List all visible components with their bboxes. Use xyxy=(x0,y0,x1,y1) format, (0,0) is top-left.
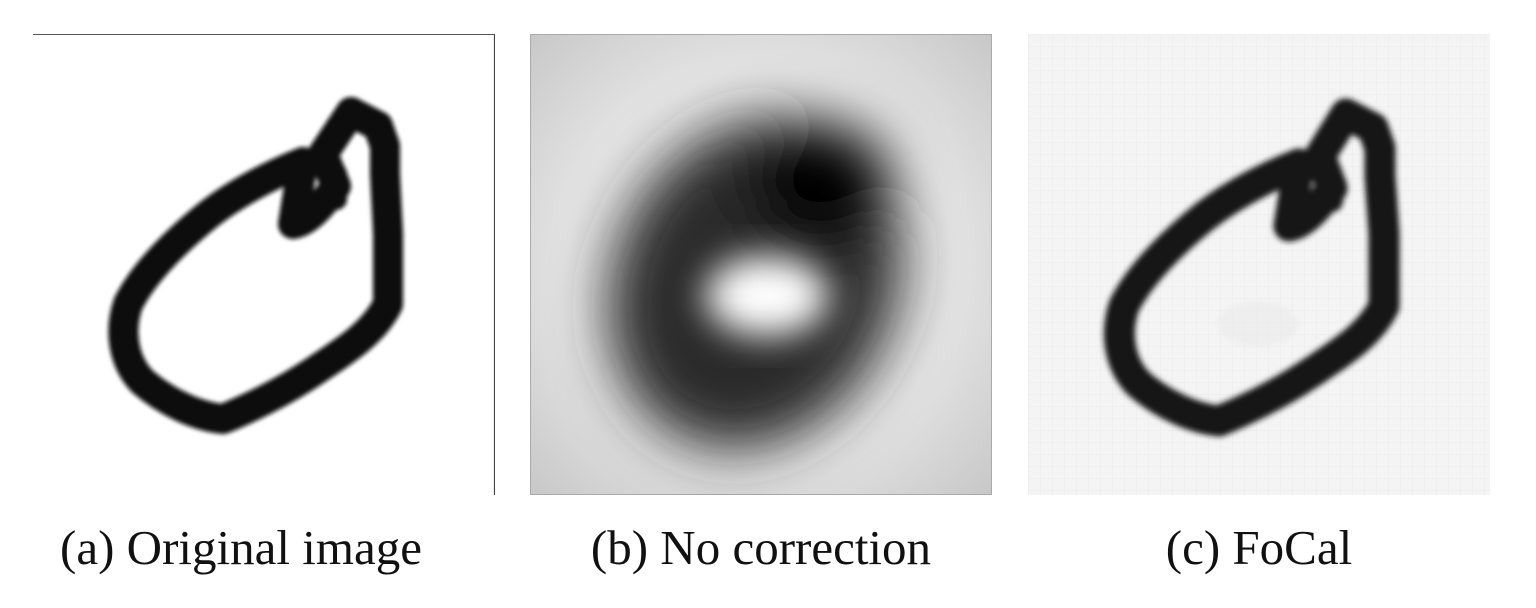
no-correction-image xyxy=(530,34,992,495)
no-correction-panel xyxy=(530,34,992,495)
caption-no-correction: (b) No correction xyxy=(590,520,932,575)
original-image-panel xyxy=(33,34,495,495)
focal-reconstructed-image xyxy=(1028,34,1490,495)
caption-original-image: (a) Original image xyxy=(60,520,422,575)
caption-focal: (c) FoCal xyxy=(1165,520,1353,575)
focal-panel xyxy=(1028,34,1490,495)
original-digit-image xyxy=(33,34,495,495)
